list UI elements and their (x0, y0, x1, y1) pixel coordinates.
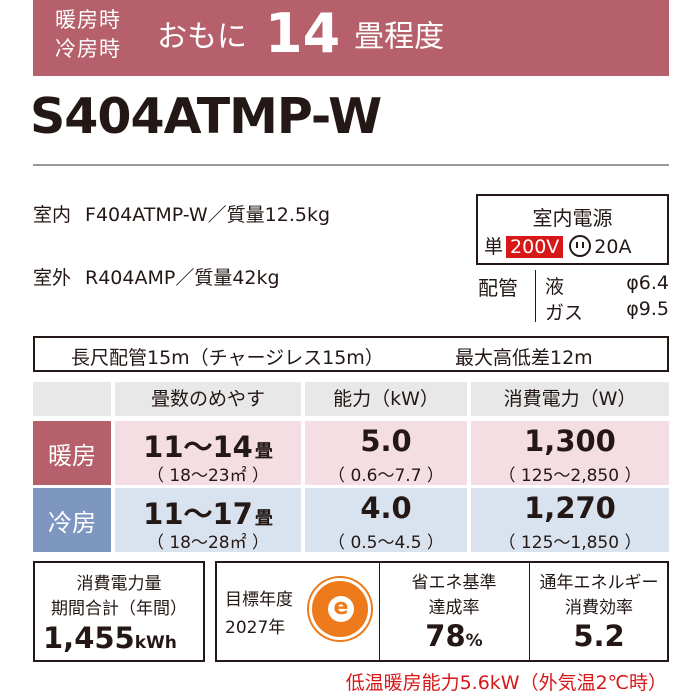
headline-suffix: 畳程度 (354, 19, 445, 55)
headline-tatami: 14 (265, 2, 341, 65)
apf-label-1: 通年エネルギー (539, 573, 659, 593)
apf-label-2: 消費効率 (565, 598, 633, 618)
piping-label: 配管 (478, 276, 518, 300)
cooling-tatami-cell: 11～17 畳 （ 18～28㎡ ） (115, 488, 301, 553)
mode-labels: 暖房時 冷房時 (55, 6, 121, 64)
power-title: 室内電源 (532, 206, 613, 230)
liquid-value: φ6.4 (626, 272, 669, 294)
long-piping-box: 長尺配管15m（チャージレス15m） 最大高低差12m (33, 336, 669, 372)
headline-prefix: おもに (157, 19, 247, 55)
power-ampere: 20A (594, 236, 632, 258)
heating-capacity-range: （ 0.6～7.7 ） (328, 466, 444, 486)
model-number: S404ATMP-W (30, 88, 382, 145)
table-corner (33, 382, 111, 416)
achieve-label-1: 省エネ基準 (411, 573, 497, 593)
indoor-spec: 室内 F404ATMP-W／質量12.5kg (33, 200, 330, 227)
low-temp-heating-note: 低温暖房能力5.6kW（外気温2℃時） (345, 672, 667, 694)
outdoor-value: R404AMP／質量42kg (85, 267, 280, 289)
gas-label: ガス (545, 302, 584, 324)
energy-standard-box: 目標年度 2027年 e 省エネ基準 達成率 78% 通年エネルギー 消費効率 … (215, 561, 669, 662)
target-year-label: 目標年度 (225, 590, 293, 610)
liquid-label: 液 (545, 276, 565, 298)
power-phase: 単 (484, 236, 504, 258)
cooling-tatami: 11～17 (143, 497, 253, 531)
cooling-power: 1,270 (524, 491, 616, 525)
heating-capacity: 5.0 (360, 424, 412, 458)
outdoor-spec: 室外 R404AMP／質量42kg (33, 263, 280, 290)
achieve-value: 78 (425, 619, 466, 653)
outdoor-label: 室外 (33, 267, 72, 289)
divider (33, 164, 669, 166)
achieve-label-2: 達成率 (428, 598, 480, 618)
mode-cooling-label: 冷房時 (55, 37, 121, 61)
cooling-capacity-range: （ 0.5～4.5 ） (328, 533, 444, 553)
heating-tatami-cell: 11～14 畳 （ 18～23㎡ ） (115, 421, 301, 486)
indoor-value: F404ATMP-W／質量12.5kg (85, 204, 331, 226)
piping-divider (535, 270, 536, 322)
energy-saving-mark-letter: e (328, 596, 354, 622)
header-tatami: 畳数のめやす (115, 382, 301, 416)
heating-power-range: （ 125～2,850 ） (498, 466, 642, 486)
cooling-tatami-unit: 畳 (254, 508, 273, 529)
power-supply-box: 室内電源 単 200V 20A (476, 194, 669, 265)
cooling-power-range: （ 125～1,850 ） (498, 533, 642, 553)
annual-energy-box: 消費電力量 期間合計（年間） 1,455kWh (33, 561, 205, 662)
target-year: 2027年 (225, 618, 286, 638)
cooling-capacity-cell: 4.0 （ 0.5～4.5 ） (305, 488, 467, 553)
header-band: 暖房時 冷房時 おもに 14 畳程度 (33, 0, 669, 76)
room-size-headline: おもに 14 畳程度 (157, 2, 444, 65)
energy-value: 1,455 (43, 621, 135, 655)
heating-capacity-cell: 5.0 （ 0.6～7.7 ） (305, 421, 467, 486)
long-piping-text: 長尺配管15m（チャージレス15m） (71, 347, 384, 369)
max-height-text: 最大高低差12m (455, 347, 593, 369)
indoor-label: 室内 (33, 204, 72, 226)
heating-tatami: 11～14 (143, 430, 253, 464)
heating-tatami-area: （ 18～23㎡ ） (146, 466, 270, 486)
standard-divider-2 (529, 563, 530, 660)
cooling-power-cell: 1,270 （ 125～1,850 ） (471, 488, 669, 553)
row-head-heating: 暖房 (33, 421, 111, 485)
cooling-tatami-area: （ 18～28㎡ ） (146, 533, 270, 553)
gas-value: φ9.5 (626, 298, 669, 320)
power-row: 単 200V 20A (484, 232, 631, 259)
plug-icon (569, 235, 592, 257)
energy-unit: kWh (134, 633, 177, 653)
apf-value: 5.2 (573, 619, 625, 653)
energy-saving-mark-icon: e (309, 578, 371, 640)
mode-heating-label: 暖房時 (55, 8, 121, 32)
power-voltage: 200V (506, 236, 564, 258)
cooling-capacity: 4.0 (360, 491, 412, 525)
heating-power-cell: 1,300 （ 125～2,850 ） (471, 421, 669, 486)
heating-power: 1,300 (524, 424, 616, 458)
header-power: 消費電力（W） (471, 382, 669, 416)
row-head-cooling: 冷房 (33, 488, 111, 552)
energy-label-1: 消費電力量 (76, 574, 162, 594)
heating-tatami-unit: 畳 (254, 441, 273, 462)
achieve-unit: % (465, 631, 483, 651)
header-capacity: 能力（kW） (305, 382, 467, 416)
standard-divider-1 (379, 563, 380, 660)
energy-label-2: 期間合計（年間） (51, 599, 187, 619)
